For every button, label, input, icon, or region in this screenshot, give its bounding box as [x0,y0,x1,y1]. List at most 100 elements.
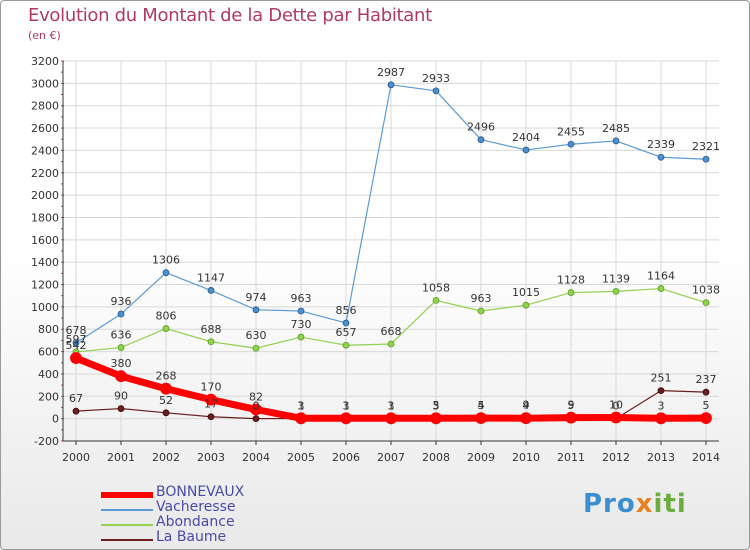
data-point-abondance [657,285,665,292]
data-label-bonnevaux: 5 [703,399,710,412]
y-tick-label: 1800 [31,211,59,224]
y-tick-label: 2200 [31,167,59,180]
data-point-bonnevaux [250,403,262,416]
data-point-vacheresse [117,310,125,318]
data-label-vacheresse: 1147 [197,271,225,284]
legend-label-vacheresse: Vacheresse [156,499,236,515]
y-tick-label: 3200 [31,55,59,68]
data-point-bonnevaux [115,370,127,383]
data-label-la-baume: 237 [696,373,717,386]
data-point-bonnevaux [160,382,172,395]
y-tick-label: 2600 [31,122,59,135]
data-point-abondance [207,338,215,346]
data-point-bonnevaux [385,412,397,425]
y-tick-label: 3000 [31,77,59,90]
data-label-vacheresse: 2987 [377,66,405,79]
data-label-la-baume: 17 [204,398,218,411]
legend-label-bonnevaux: BONNEVAUX [156,484,245,500]
data-point-la-baume [72,407,80,415]
data-label-bonnevaux: 9 [568,399,575,412]
x-tick-label: 2011 [557,451,585,464]
data-point-abondance [252,344,260,352]
data-point-vacheresse [567,140,575,148]
data-label-abondance: 597 [66,333,87,346]
data-point-la-baume [252,415,260,423]
x-tick-label: 2009 [467,451,495,464]
x-tick-label: 2012 [602,451,630,464]
data-label-abondance: 1139 [602,272,630,285]
data-point-vacheresse [207,287,215,294]
legend-swatch-la-baume [101,539,153,541]
y-tick-label: 2800 [31,100,59,113]
data-label-bonnevaux: 170 [201,381,222,394]
data-label-abondance: 806 [156,310,177,323]
x-tick-label: 2013 [647,451,675,464]
data-label-abondance: 636 [111,329,132,342]
data-label-vacheresse: 2485 [602,122,630,135]
data-label-bonnevaux: 268 [156,370,177,383]
data-label-vacheresse: 2404 [512,131,540,144]
data-label-bonnevaux: 3 [343,399,350,412]
data-label-la-baume: 4 [478,399,485,412]
data-label-abondance: 730 [291,318,312,331]
data-point-vacheresse [702,155,710,163]
data-point-bonnevaux [70,352,82,364]
data-point-bonnevaux [700,412,712,424]
data-point-abondance [162,325,170,332]
data-label-la-baume: 0 [253,400,260,413]
y-tick-label: 2000 [31,189,59,202]
legend-swatch-vacheresse [101,509,153,511]
data-label-bonnevaux: 82 [249,390,263,403]
y-tick-label: 1600 [31,234,59,247]
legend-label-la-baume: La Baume [156,529,227,545]
data-label-vacheresse: 963 [291,292,312,305]
data-point-bonnevaux [655,412,667,425]
data-point-la-baume [117,405,125,412]
data-label-bonnevaux: 542 [66,339,87,352]
data-point-abondance [432,296,440,304]
data-point-vacheresse [522,146,530,154]
data-label-bonnevaux: 4 [523,399,530,412]
data-point-bonnevaux [610,411,622,424]
data-point-vacheresse [432,87,440,95]
x-tick-label: 2004 [242,451,270,464]
x-tick-label: 2010 [512,451,540,464]
data-label-la-baume: 9 [523,399,530,412]
data-label-vacheresse: 2321 [692,140,720,153]
data-label-la-baume: 52 [159,394,173,407]
data-point-abondance [387,340,395,348]
data-label-abondance: 1164 [647,270,675,283]
data-label-abondance: 1038 [692,284,720,297]
data-label-la-baume: 1 [343,400,350,413]
data-point-vacheresse [342,319,350,327]
x-tick-label: 2005 [287,451,315,464]
legend-swatch-abondance [101,524,153,526]
y-tick-label: 1000 [31,301,59,314]
data-point-bonnevaux [520,412,532,425]
data-label-la-baume: 5 [568,399,575,412]
data-point-vacheresse [612,137,620,145]
data-label-bonnevaux: 3 [433,399,440,412]
data-point-abondance [117,344,125,351]
data-label-vacheresse: 2455 [557,125,585,138]
data-label-bonnevaux: 5 [478,399,485,412]
data-point-vacheresse [657,153,665,161]
legend-swatch-bonnevaux [101,492,153,498]
data-point-bonnevaux [205,393,217,406]
data-label-la-baume: 1 [298,400,305,413]
data-point-la-baume [657,387,665,394]
data-label-abondance: 1015 [512,286,540,299]
data-label-abondance: 963 [471,292,492,305]
data-label-vacheresse: 678 [66,324,87,337]
data-point-vacheresse [387,81,395,89]
data-label-la-baume: 67 [69,392,83,405]
x-tick-label: 2014 [692,451,720,464]
y-tick-label: 1200 [31,279,59,292]
data-point-abondance [342,341,350,349]
data-label-la-baume: 5 [433,399,440,412]
data-point-bonnevaux [340,412,352,425]
y-tick-label: 400 [38,368,59,381]
y-tick-label: 2400 [31,144,59,157]
